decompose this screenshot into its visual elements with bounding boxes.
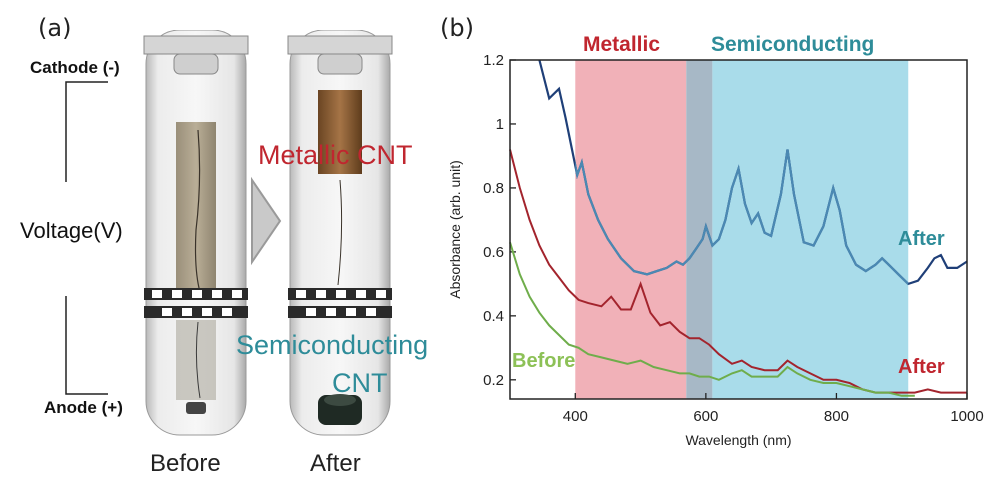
cathode-label: Cathode (-) <box>30 58 120 77</box>
y-tick-label: 0.4 <box>483 308 504 325</box>
panel-b-label: (b) <box>440 14 474 42</box>
voltage-label: Voltage(V) <box>20 218 123 243</box>
x-tick-label: 600 <box>693 408 718 425</box>
metallic-band-label: Metallic <box>583 33 661 56</box>
x-axis-label: Wavelength (nm) <box>685 432 791 448</box>
semiconducting-band-label: Semiconducting <box>711 33 875 56</box>
after-caption: After <box>310 450 361 477</box>
before-label-chart: Before <box>512 350 576 372</box>
arrow-icon <box>251 176 282 266</box>
band-metallic <box>575 60 687 399</box>
before-tube <box>143 30 249 436</box>
band-overlap <box>686 60 713 399</box>
y-tick-label: 0.2 <box>483 372 504 389</box>
after-tube <box>287 30 393 436</box>
x-tick-label: 1000 <box>950 408 983 425</box>
voltage-bracket <box>65 81 108 395</box>
semiconducting-label: Semiconducting <box>236 330 429 360</box>
y-axis-label: Absorbance (arb. unit) <box>447 160 463 299</box>
absorbance-chart: 400 600 800 1000 0.2 0.4 0.6 0.8 1 1.2 Wavelength… <box>447 52 984 448</box>
metallic-cnt-label: Metallic CNT <box>258 140 413 170</box>
semiconducting-cnt-label: CNT <box>332 368 388 398</box>
before-series-line <box>509 242 915 397</box>
band-semiconducting <box>712 60 909 399</box>
before-caption: Before <box>150 450 221 477</box>
y-tick-label: 0.8 <box>483 180 504 197</box>
panel-a-label: (a) <box>38 14 72 42</box>
after-label-top: After <box>898 228 945 250</box>
anode-label: Anode (+) <box>44 398 123 417</box>
y-tick-label: 1.2 <box>483 52 504 69</box>
x-tick-label: 400 <box>563 408 588 425</box>
y-tick-label: 1 <box>496 116 504 133</box>
after-series-line-band <box>575 149 909 286</box>
after-label-bottom: After <box>898 356 945 378</box>
x-tick-label: 800 <box>824 408 849 425</box>
tube-photos <box>143 30 393 436</box>
y-tick-label: 0.6 <box>483 244 504 261</box>
